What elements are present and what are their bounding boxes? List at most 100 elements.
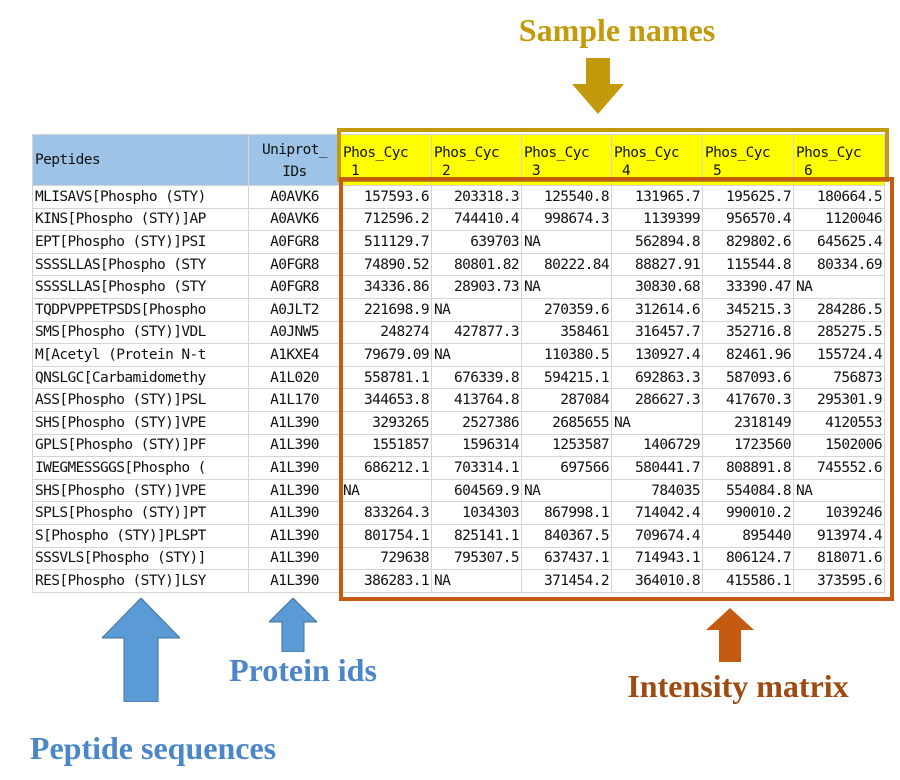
uniprot-id-cell[interactable]: A1L390: [248, 478, 341, 503]
peptide-cell[interactable]: MLISAVS[Phospho (STY): [32, 185, 249, 209]
header-sample-4[interactable]: Phos_Cyc 4: [611, 134, 703, 186]
intensity-cell[interactable]: 180664.5: [793, 185, 885, 209]
intensity-cell[interactable]: 203318.3: [431, 185, 522, 209]
uniprot-id-cell[interactable]: A0AVK6: [248, 207, 341, 232]
intensity-cell[interactable]: 2685655: [521, 410, 612, 435]
intensity-cell[interactable]: 825141.1: [431, 523, 522, 548]
intensity-cell[interactable]: 808891.8: [702, 456, 794, 480]
intensity-cell[interactable]: 558781.1: [340, 365, 432, 390]
intensity-cell[interactable]: 28903.73: [431, 275, 522, 299]
uniprot-id-cell[interactable]: A1L390: [248, 433, 341, 458]
intensity-cell[interactable]: 157593.6: [340, 185, 432, 209]
peptide-cell[interactable]: QNSLGC[Carbamidomethy: [32, 365, 249, 390]
intensity-cell[interactable]: 554084.8: [702, 478, 794, 503]
intensity-cell[interactable]: 594215.1: [521, 365, 612, 390]
header-sample-6[interactable]: Phos_Cyc 6: [793, 134, 885, 186]
peptide-cell[interactable]: TQDPVPPETPSDS[Phospho: [32, 297, 249, 322]
peptide-cell[interactable]: GPLS[Phospho (STY)]PF: [32, 433, 249, 458]
intensity-cell[interactable]: 703314.1: [431, 456, 522, 480]
intensity-cell[interactable]: 33390.47: [702, 275, 794, 299]
intensity-cell[interactable]: NA: [793, 478, 885, 503]
intensity-cell[interactable]: 1034303: [431, 501, 522, 525]
intensity-cell[interactable]: 784035: [611, 478, 703, 503]
uniprot-id-cell[interactable]: A1KXE4: [248, 343, 341, 367]
intensity-cell[interactable]: 990010.2: [702, 501, 794, 525]
intensity-cell[interactable]: 82461.96: [702, 343, 794, 367]
intensity-cell[interactable]: 686212.1: [340, 456, 432, 480]
intensity-cell[interactable]: 344653.8: [340, 388, 432, 412]
peptide-cell[interactable]: ASS[Phospho (STY)]PSL: [32, 388, 249, 412]
intensity-cell[interactable]: 4120553: [793, 410, 885, 435]
intensity-cell[interactable]: NA: [521, 275, 612, 299]
intensity-cell[interactable]: 79679.09: [340, 343, 432, 367]
uniprot-id-cell[interactable]: A0JNW5: [248, 320, 341, 345]
intensity-cell[interactable]: 744410.4: [431, 207, 522, 232]
intensity-cell[interactable]: 386283.1: [340, 569, 432, 593]
header-sample-1[interactable]: Phos_Cyc 1: [340, 134, 432, 186]
intensity-cell[interactable]: 867998.1: [521, 501, 612, 525]
header-sample-3[interactable]: Phos_Cyc 3: [521, 134, 612, 186]
intensity-cell[interactable]: 639703: [431, 230, 522, 254]
intensity-cell[interactable]: NA: [521, 478, 612, 503]
peptide-cell[interactable]: SHS[Phospho (STY)]VPE: [32, 410, 249, 435]
intensity-cell[interactable]: 88827.91: [611, 252, 703, 277]
intensity-cell[interactable]: 417670.3: [702, 388, 794, 412]
uniprot-id-cell[interactable]: A1L390: [248, 569, 341, 593]
intensity-cell[interactable]: NA: [340, 478, 432, 503]
uniprot-id-cell[interactable]: A0AVK6: [248, 185, 341, 209]
intensity-cell[interactable]: 284286.5: [793, 297, 885, 322]
intensity-cell[interactable]: 345215.3: [702, 297, 794, 322]
intensity-cell[interactable]: NA: [611, 410, 703, 435]
intensity-cell[interactable]: 1120046: [793, 207, 885, 232]
intensity-cell[interactable]: 714943.1: [611, 546, 703, 571]
intensity-cell[interactable]: 1253587: [521, 433, 612, 458]
peptide-cell[interactable]: SPLS[Phospho (STY)]PT: [32, 501, 249, 525]
intensity-cell[interactable]: 676339.8: [431, 365, 522, 390]
intensity-cell[interactable]: 1723560: [702, 433, 794, 458]
intensity-cell[interactable]: 956570.4: [702, 207, 794, 232]
intensity-cell[interactable]: 580441.7: [611, 456, 703, 480]
intensity-cell[interactable]: 316457.7: [611, 320, 703, 345]
peptide-cell[interactable]: SSSVLS[Phospho (STY)]: [32, 546, 249, 571]
intensity-cell[interactable]: 270359.6: [521, 297, 612, 322]
uniprot-id-cell[interactable]: A1L390: [248, 523, 341, 548]
intensity-cell[interactable]: 756873: [793, 365, 885, 390]
intensity-cell[interactable]: 110380.5: [521, 343, 612, 367]
intensity-cell[interactable]: 413764.8: [431, 388, 522, 412]
intensity-cell[interactable]: 364010.8: [611, 569, 703, 593]
intensity-cell[interactable]: 373595.6: [793, 569, 885, 593]
intensity-cell[interactable]: 1139399: [611, 207, 703, 232]
intensity-cell[interactable]: 115544.8: [702, 252, 794, 277]
intensity-cell[interactable]: 806124.7: [702, 546, 794, 571]
intensity-cell[interactable]: 80222.84: [521, 252, 612, 277]
header-uniprot-ids[interactable]: Uniprot_ IDs: [248, 134, 341, 186]
intensity-cell[interactable]: 287084: [521, 388, 612, 412]
intensity-cell[interactable]: 352716.8: [702, 320, 794, 345]
intensity-cell[interactable]: 1596314: [431, 433, 522, 458]
uniprot-id-cell[interactable]: A0FGR8: [248, 252, 341, 277]
intensity-cell[interactable]: NA: [431, 569, 522, 593]
peptide-cell[interactable]: M[Acetyl (Protein N-t: [32, 343, 249, 367]
intensity-cell[interactable]: NA: [431, 343, 522, 367]
intensity-cell[interactable]: 80801.82: [431, 252, 522, 277]
peptide-cell[interactable]: KINS[Phospho (STY)]AP: [32, 207, 249, 232]
intensity-cell[interactable]: 998674.3: [521, 207, 612, 232]
intensity-cell[interactable]: 562894.8: [611, 230, 703, 254]
header-peptides[interactable]: Peptides: [32, 134, 249, 186]
uniprot-id-cell[interactable]: A0FGR8: [248, 275, 341, 299]
intensity-cell[interactable]: 729638: [340, 546, 432, 571]
intensity-cell[interactable]: NA: [793, 275, 885, 299]
intensity-cell[interactable]: 34336.86: [340, 275, 432, 299]
peptide-cell[interactable]: IWEGMESSGGS[Phospho (: [32, 456, 249, 480]
intensity-cell[interactable]: 2318149: [702, 410, 794, 435]
intensity-cell[interactable]: NA: [431, 297, 522, 322]
header-sample-5[interactable]: Phos_Cyc 5: [702, 134, 794, 186]
intensity-cell[interactable]: 818071.6: [793, 546, 885, 571]
uniprot-id-cell[interactable]: A1L390: [248, 546, 341, 571]
intensity-cell[interactable]: 74890.52: [340, 252, 432, 277]
intensity-cell[interactable]: 286627.3: [611, 388, 703, 412]
intensity-cell[interactable]: 801754.1: [340, 523, 432, 548]
intensity-cell[interactable]: 80334.69: [793, 252, 885, 277]
intensity-cell[interactable]: 155724.4: [793, 343, 885, 367]
intensity-cell[interactable]: 427877.3: [431, 320, 522, 345]
